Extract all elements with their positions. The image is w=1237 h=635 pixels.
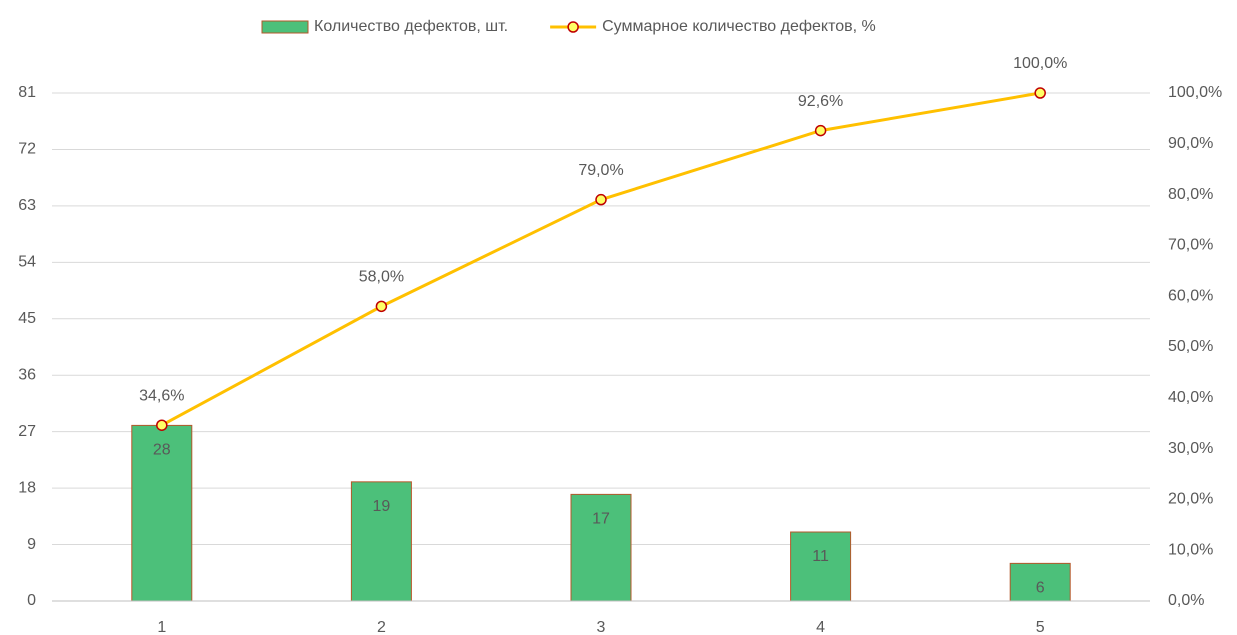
line-value-label: 79,0% xyxy=(578,162,623,179)
y2-tick-label: 20,0% xyxy=(1168,491,1213,508)
y2-tick-label: 50,0% xyxy=(1168,338,1213,355)
y-tick-label: 0 xyxy=(27,592,36,609)
line-value-label: 100,0% xyxy=(1013,55,1067,72)
y-tick-label: 54 xyxy=(18,254,36,271)
bar-value-label: 6 xyxy=(1036,580,1045,597)
y-tick-label: 27 xyxy=(18,423,36,440)
line-marker xyxy=(375,300,388,313)
y2-tick-label: 80,0% xyxy=(1168,186,1213,203)
bar-value-label: 11 xyxy=(812,548,829,565)
line-value-label: 34,6% xyxy=(139,387,184,404)
y-tick-label: 18 xyxy=(18,479,36,496)
line-marker xyxy=(595,193,607,206)
bar-value-label: 28 xyxy=(153,442,171,459)
line-value-label: 92,6% xyxy=(798,93,843,110)
y2-tick-label: 90,0% xyxy=(1168,135,1213,152)
y-tick-label: 63 xyxy=(18,197,36,214)
legend-label: Количество дефектов, шт. xyxy=(314,18,508,35)
bar-value-label: 19 xyxy=(373,498,391,515)
y2-tick-label: 40,0% xyxy=(1168,389,1213,406)
line-marker xyxy=(814,124,827,137)
y-tick-label: 9 xyxy=(27,536,36,553)
y2-tick-label: 10,0% xyxy=(1168,541,1213,558)
x-tick-label: 3 xyxy=(597,619,606,635)
y2-tick-label: 70,0% xyxy=(1168,237,1213,254)
legend-swatch xyxy=(261,20,309,34)
y2-tick-label: 60,0% xyxy=(1168,287,1213,304)
line-value-label: 58,0% xyxy=(359,269,404,286)
x-tick-label: 2 xyxy=(377,619,386,635)
legend-label: Суммарное количество дефектов, % xyxy=(602,18,876,35)
bar xyxy=(350,481,412,602)
y-tick-label: 81 xyxy=(18,84,36,101)
x-tick-label: 5 xyxy=(1036,619,1045,635)
line-marker xyxy=(156,419,168,431)
bar xyxy=(570,493,632,602)
y2-tick-label: 0,0% xyxy=(1168,592,1204,609)
bar xyxy=(1009,562,1071,602)
x-tick-label: 1 xyxy=(157,619,166,635)
legend-marker xyxy=(567,21,579,33)
x-tick-label: 4 xyxy=(816,619,825,635)
y2-tick-label: 100,0% xyxy=(1168,84,1222,101)
y-tick-label: 36 xyxy=(18,366,36,383)
bar xyxy=(790,531,852,602)
y-tick-label: 45 xyxy=(18,310,36,327)
y2-tick-label: 30,0% xyxy=(1168,440,1213,457)
y-tick-label: 72 xyxy=(18,141,36,158)
bar-value-label: 17 xyxy=(592,511,610,528)
line-marker xyxy=(1034,87,1046,99)
bar xyxy=(131,424,193,602)
